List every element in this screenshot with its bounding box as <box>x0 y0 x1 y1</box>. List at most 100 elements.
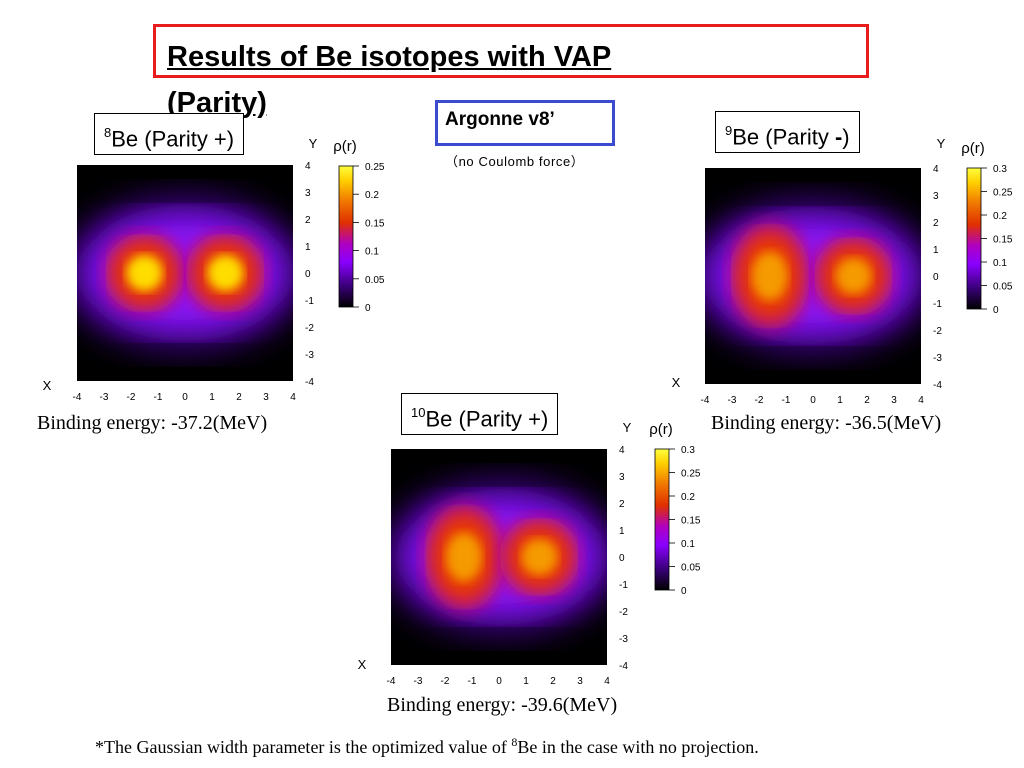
heatmap-panel-1: -4 -3 -2 -1 0 1 2 3 4 4 3 2 1 0 -1 -2 -3 -4 Y Xρ(r) 0.3 0.25 0… <box>672 136 1013 406</box>
y-tick-label: -2 <box>619 607 628 618</box>
y-tick-label: 2 <box>933 218 939 229</box>
footnote: *The Gaussian width parameter is the opt… <box>95 735 759 758</box>
y-tick-label: 0 <box>933 272 939 283</box>
mass-number: 10 <box>411 405 426 420</box>
colorbar-tick-label: 0.3 <box>993 164 1007 175</box>
y-tick-label: 0 <box>619 553 625 564</box>
footnote-text-end: Be in the case with no projection. <box>517 737 759 757</box>
panel-label-8be: 8Be (Parity +) <box>94 113 245 155</box>
mass-number: 9 <box>725 123 733 138</box>
colorbar-tick-label: 0.25 <box>993 188 1013 199</box>
heatmap-panel-2: -4 -3 -2 -1 0 1 2 3 4 4 3 2 1 0 -1 -2 -3 -4 Y Xρ(r) 0.3 0.25 0… <box>358 420 701 687</box>
y-tick-label: -2 <box>305 323 314 334</box>
x-tick-label: 4 <box>290 392 296 403</box>
colorbar-tick-label: 0.05 <box>993 282 1013 293</box>
y-tick-label: 1 <box>619 526 625 537</box>
x-axis-label: X <box>358 657 367 672</box>
y-axis-label: Y <box>309 136 318 151</box>
colorbar-tick-label: 0.1 <box>993 258 1007 269</box>
colorbar-tick-label: 0.15 <box>681 516 701 527</box>
x-tick-label: 2 <box>236 392 242 403</box>
footnote-sup: 8 <box>511 735 518 749</box>
colorbar-tick-label: 0.1 <box>365 247 379 258</box>
y-tick-label: 2 <box>619 499 625 510</box>
binding-energy-10be: Binding energy: -39.6(MeV) <box>387 694 618 716</box>
colorbar <box>654 448 670 591</box>
colorbar-tick-label: 0.2 <box>993 211 1007 222</box>
y-axis-label: Y <box>623 420 632 435</box>
title-line-1: Results of Be isotopes with VAP <box>167 41 612 73</box>
y-tick-label: -3 <box>619 634 628 645</box>
panel-label-10be: 10Be (Parity +) <box>401 393 559 435</box>
potential-frame <box>435 100 615 146</box>
colorbar-tick-label: 0.3 <box>681 445 695 456</box>
colorbar <box>966 167 982 310</box>
colorbar-tick-label: 0.25 <box>365 162 385 173</box>
x-tick-label: 4 <box>918 395 924 406</box>
potential-label: Argonne v8’ <box>445 109 555 130</box>
x-tick-label: 3 <box>577 676 583 687</box>
x-tick-label: 1 <box>209 392 215 403</box>
y-tick-label: 4 <box>619 445 625 456</box>
density-peak-max <box>751 251 788 301</box>
y-tick-label: -4 <box>933 380 942 391</box>
footnote-text: *The Gaussian width parameter is the opt… <box>95 737 512 757</box>
y-tick-label: -2 <box>933 326 942 337</box>
colorbar <box>338 165 354 308</box>
x-tick-label: 1 <box>523 676 529 687</box>
y-tick-label: -4 <box>619 661 628 672</box>
y-tick-label: 1 <box>933 245 939 256</box>
mass-number: 8 <box>104 125 112 140</box>
density-layer <box>77 195 293 351</box>
x-tick-label: -2 <box>755 395 764 406</box>
binding-energy-9be: Binding energy: -36.5(MeV) <box>711 412 942 434</box>
x-tick-label: -2 <box>441 676 450 687</box>
x-tick-label: -3 <box>728 395 737 406</box>
x-tick-label: -1 <box>468 676 477 687</box>
density-peak-max <box>835 258 872 294</box>
x-tick-label: 0 <box>182 392 188 403</box>
x-tick-label: 1 <box>837 395 843 406</box>
x-axis-label: X <box>43 378 52 393</box>
potential-note: （no Coulomb force） <box>445 154 585 169</box>
x-tick-label: 3 <box>891 395 897 406</box>
density-peak-max <box>126 255 163 291</box>
y-tick-label: -3 <box>933 353 942 364</box>
x-tick-label: 2 <box>550 676 556 687</box>
colorbar-tick-label: 0 <box>681 586 687 597</box>
colorbar-tick-label: 0.05 <box>681 563 701 574</box>
x-tick-label: -4 <box>701 395 710 406</box>
x-axis-label: X <box>672 375 681 390</box>
colorbar-label: ρ(r) <box>649 421 673 438</box>
colorbar-tick-label: 0.15 <box>993 235 1013 246</box>
y-tick-label: -1 <box>619 580 628 591</box>
colorbar-tick-label: 0.25 <box>681 469 701 480</box>
colorbar-label: ρ(r) <box>333 138 357 155</box>
x-tick-label: 4 <box>604 676 610 687</box>
nucleus-name: Be (Parity +) <box>425 406 549 432</box>
heatmap-panel-0: -4 -3 -2 -1 0 1 2 3 4 4 3 2 1 0 -1 -2 -3 -4 Y Xρ(r) 0.25 0.2 0… <box>43 136 385 403</box>
x-tick-label: -4 <box>387 676 396 687</box>
x-tick-label: -1 <box>154 392 163 403</box>
x-tick-label: 3 <box>263 392 269 403</box>
y-tick-label: 0 <box>305 269 311 280</box>
colorbar-tick-label: 0.05 <box>365 275 385 286</box>
binding-energy-8be: Binding energy: -37.2(MeV) <box>37 412 268 434</box>
y-tick-label: -3 <box>305 350 314 361</box>
x-tick-label: -3 <box>414 676 423 687</box>
panel-label-9be: 9Be (Parity -) <box>715 111 860 153</box>
colorbar-tick-label: 0 <box>365 303 371 314</box>
density-layer <box>705 198 921 354</box>
parity-sign: - <box>834 124 843 150</box>
x-tick-label: -2 <box>127 392 136 403</box>
nucleus-name: Be (Parity +) <box>111 126 235 152</box>
colorbar-tick-label: 0.1 <box>681 539 695 550</box>
x-tick-label: -4 <box>73 392 82 403</box>
x-tick-label: -1 <box>782 395 791 406</box>
y-tick-label: 1 <box>305 242 311 253</box>
y-tick-label: 3 <box>619 472 625 483</box>
title-frame <box>153 24 869 78</box>
y-tick-label: -1 <box>305 296 314 307</box>
density-peak-max <box>445 532 482 582</box>
y-tick-label: 4 <box>933 164 939 175</box>
